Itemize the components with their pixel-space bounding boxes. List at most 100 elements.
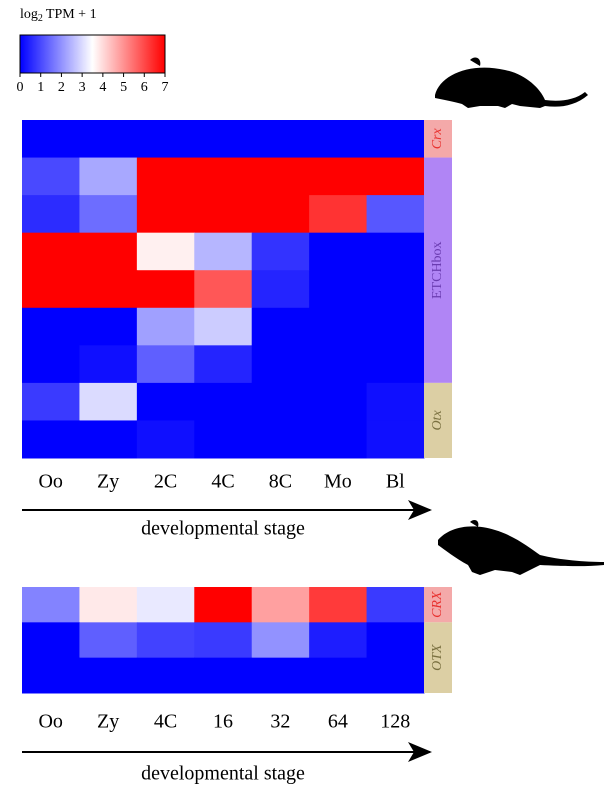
heatmap-cell bbox=[309, 622, 367, 658]
heatmap-cell bbox=[309, 158, 367, 196]
heatmap-cell bbox=[79, 308, 137, 346]
heatmap-cell bbox=[22, 345, 80, 383]
colorbar-tick-label: 7 bbox=[162, 80, 169, 95]
x-tick-label: 64 bbox=[328, 711, 348, 733]
heatmap-cell bbox=[309, 345, 367, 383]
heatmap-cell bbox=[194, 233, 252, 271]
mouse-icon bbox=[435, 58, 588, 108]
heatmap-cell bbox=[79, 120, 137, 158]
heatmap-cell bbox=[137, 308, 195, 346]
heatmap-cell bbox=[22, 270, 80, 308]
x-tick-label: 2C bbox=[154, 471, 177, 493]
heatmap-cell bbox=[22, 658, 80, 694]
heatmap-cell bbox=[194, 587, 252, 623]
colorbar-tick-label: 1 bbox=[37, 80, 44, 95]
heatmap-cell bbox=[137, 233, 195, 271]
heatmap-cell bbox=[252, 158, 310, 196]
row-group-label: Otx bbox=[430, 410, 445, 431]
heatmap-cell bbox=[367, 587, 425, 623]
heatmap-cell bbox=[137, 658, 195, 694]
heatmap-cell bbox=[194, 158, 252, 196]
heatmap-cell bbox=[367, 270, 425, 308]
colorbar-tick-label: 5 bbox=[120, 80, 127, 95]
x-tick-label: Oo bbox=[38, 471, 62, 493]
heatmap-cell bbox=[137, 195, 195, 233]
figure: log2TPM + 1 01234567OoZy2C4C8CMoBlCrxETC… bbox=[0, 0, 604, 789]
heatmap-cell bbox=[309, 233, 367, 271]
heatmap-cell bbox=[22, 120, 80, 158]
heatmap-cell bbox=[252, 308, 310, 346]
x-tick-label: Mo bbox=[324, 471, 352, 493]
heatmap-cell bbox=[252, 383, 310, 421]
heatmap-cell bbox=[79, 195, 137, 233]
heatmap-cell bbox=[22, 622, 80, 658]
row-group-label: OTX bbox=[430, 644, 445, 671]
colorbar-tick-label: 0 bbox=[17, 80, 24, 95]
heatmap-cell bbox=[367, 420, 425, 458]
heatmap-cell bbox=[22, 587, 80, 623]
heatmap-cell bbox=[252, 120, 310, 158]
heatmap-cell bbox=[194, 195, 252, 233]
heatmap-cell bbox=[79, 233, 137, 271]
colorbar-tick-label: 6 bbox=[141, 80, 148, 95]
heatmap-cell bbox=[252, 195, 310, 233]
heatmap-cell bbox=[252, 270, 310, 308]
heatmap-cell bbox=[367, 658, 425, 694]
row-group-label: ETCHbox bbox=[430, 241, 445, 299]
x-tick-label: Zy bbox=[97, 711, 119, 733]
heatmap-cell bbox=[252, 622, 310, 658]
row-group-label: Crx bbox=[430, 127, 445, 149]
heatmap-cell bbox=[367, 622, 425, 658]
heatmap-cell bbox=[252, 420, 310, 458]
title-part: TPM + 1 bbox=[46, 7, 97, 22]
heatmap-cell bbox=[309, 195, 367, 233]
title-sub: 2 bbox=[38, 13, 43, 24]
heatmap-cell bbox=[137, 622, 195, 658]
x-tick-label: 32 bbox=[270, 711, 290, 733]
heatmap-cell bbox=[309, 270, 367, 308]
heatmap-cell bbox=[367, 233, 425, 271]
heatmap-cell bbox=[22, 383, 80, 421]
colorbar bbox=[20, 35, 165, 73]
heatmap-cell bbox=[79, 383, 137, 421]
x-axis-label: developmental stage bbox=[141, 763, 305, 785]
heatmap-cell bbox=[194, 345, 252, 383]
x-tick-label: Zy bbox=[97, 471, 119, 493]
heatmap-cell bbox=[252, 587, 310, 623]
heatmap-cell bbox=[79, 345, 137, 383]
colorbar-tick-label: 4 bbox=[99, 80, 106, 95]
heatmap-cell bbox=[79, 158, 137, 196]
x-tick-label: Bl bbox=[386, 471, 405, 493]
heatmap-cell bbox=[309, 120, 367, 158]
heatmap-cell bbox=[367, 345, 425, 383]
heatmap-cell bbox=[309, 420, 367, 458]
heatmap-cell bbox=[137, 120, 195, 158]
x-tick-label: 16 bbox=[213, 711, 233, 733]
x-tick-label: Oo bbox=[38, 711, 62, 733]
heatmap-cell bbox=[194, 120, 252, 158]
heatmap-cell bbox=[367, 308, 425, 346]
title-part: log bbox=[20, 7, 38, 22]
heatmap-cell bbox=[22, 308, 80, 346]
heatmap-cell bbox=[79, 420, 137, 458]
heatmap-cell bbox=[252, 345, 310, 383]
heatmap-cell bbox=[309, 658, 367, 694]
heatmap-cell bbox=[194, 658, 252, 694]
x-axis-label: developmental stage bbox=[141, 518, 305, 540]
heatmap-cell bbox=[79, 658, 137, 694]
heatmap-cell bbox=[137, 587, 195, 623]
heatmap-cell bbox=[252, 233, 310, 271]
heatmap-cell bbox=[137, 383, 195, 421]
colorbar-tick-label: 2 bbox=[58, 80, 65, 95]
heatmap-cell bbox=[194, 308, 252, 346]
opossum-icon bbox=[438, 520, 604, 575]
heatmap-cell bbox=[309, 308, 367, 346]
heatmap-cell bbox=[22, 195, 80, 233]
x-tick-label: 4C bbox=[211, 471, 234, 493]
heatmap-cell bbox=[79, 587, 137, 623]
heatmap-cell bbox=[194, 270, 252, 308]
colorbar-tick-label: 3 bbox=[79, 80, 86, 95]
heatmap-cell bbox=[22, 233, 80, 271]
heatmap-cell bbox=[22, 420, 80, 458]
